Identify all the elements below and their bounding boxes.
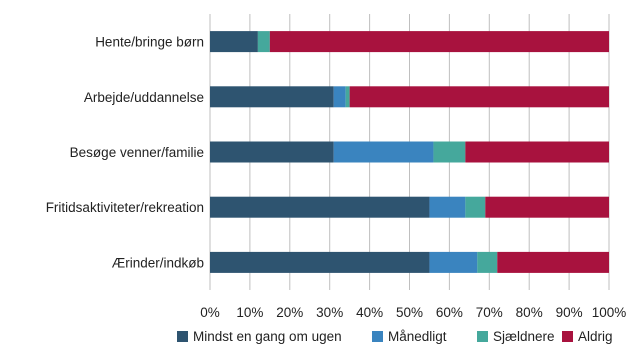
bar-3-series-2 <box>333 141 434 163</box>
bar-3-series-4 <box>465 141 609 163</box>
legend-label-3: Sjældnere <box>493 329 555 344</box>
category-label-1: Hente/bringe børn <box>95 35 204 50</box>
bar-1-series-4 <box>269 31 609 53</box>
bar-4-series-1 <box>210 196 430 218</box>
category-label-3: Besøge venner/familie <box>70 145 204 160</box>
legend-label-4: Aldrig <box>578 329 613 344</box>
bar-3-series-3 <box>433 141 466 163</box>
x-tick-label-9: 90% <box>556 305 583 320</box>
x-tick-label-6: 60% <box>436 305 463 320</box>
bar-4-series-2 <box>429 196 466 218</box>
bar-1-series-1 <box>210 31 258 53</box>
x-tick-label-10: 100% <box>592 305 627 320</box>
x-tick-label-2: 20% <box>276 305 303 320</box>
category-label-5: Ærinder/indkøb <box>112 255 204 270</box>
legend-swatch-3 <box>477 331 488 342</box>
legend-swatch-1 <box>177 331 188 342</box>
bar-5-series-2 <box>429 251 478 273</box>
x-tick-label-3: 30% <box>316 305 343 320</box>
bar-5-series-4 <box>497 251 609 273</box>
x-tick-labels: 0% 10% 20% 30% 40% 50% 60% 70% 80% 90% 100% <box>200 305 626 320</box>
category-label-4: Fritidsaktiviteter/rekreation <box>46 200 204 215</box>
bar-5-series-1 <box>210 251 430 273</box>
x-tick-label-5: 50% <box>396 305 423 320</box>
x-tick-label-4: 40% <box>356 305 383 320</box>
category-label-2: Arbejde/uddannelse <box>84 90 204 105</box>
bar-4-series-4 <box>485 196 609 218</box>
bar-1-series-3 <box>257 31 270 53</box>
bars <box>210 31 609 273</box>
legend-label-2: Månedligt <box>388 329 447 344</box>
category-labels: Hente/bringe børn Arbejde/uddannelse Besøg… <box>46 35 204 271</box>
bar-4-series-3 <box>465 196 486 218</box>
bar-2-series-2 <box>333 86 346 108</box>
bar-2-series-1 <box>210 86 334 108</box>
x-tick-label-8: 80% <box>516 305 543 320</box>
legend-swatch-2 <box>372 331 383 342</box>
bar-2-series-4 <box>349 86 609 108</box>
bar-5-series-3 <box>477 251 498 273</box>
x-tick-label-0: 0% <box>200 305 220 320</box>
x-tick-label-1: 10% <box>236 305 263 320</box>
legend: Mindst en gang om ugen Månedligt Sjældnere… <box>177 329 613 344</box>
bar-2-series-3 <box>345 86 350 108</box>
bar-3-series-1 <box>210 141 334 163</box>
legend-swatch-4 <box>562 331 573 342</box>
legend-label-1: Mindst en gang om ugen <box>193 329 342 344</box>
x-tick-label-7: 70% <box>476 305 503 320</box>
